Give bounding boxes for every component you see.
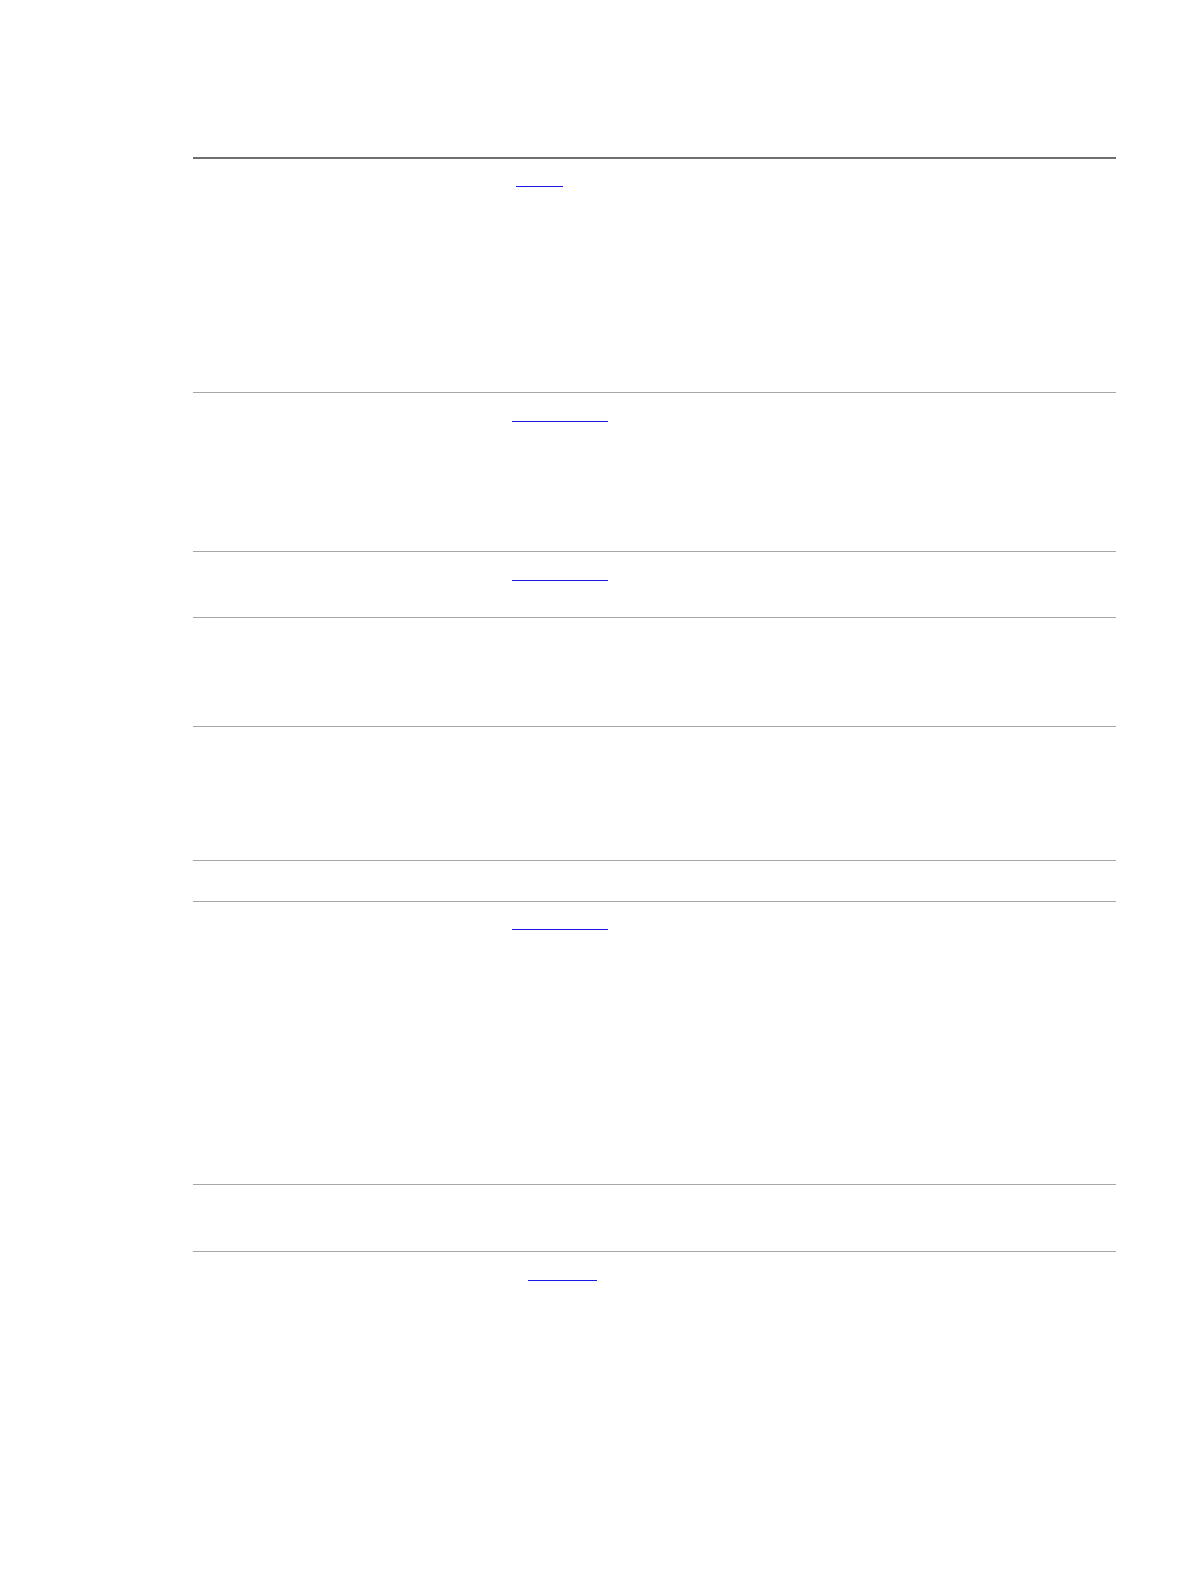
row-separator — [193, 1184, 1116, 1185]
row-separator — [193, 617, 1116, 618]
row-separator — [193, 860, 1116, 861]
row-7-link[interactable] — [512, 929, 608, 930]
row-separator — [193, 1251, 1116, 1252]
row-separator — [193, 392, 1116, 393]
row-9-link[interactable] — [528, 1280, 597, 1281]
table-header-rule — [193, 157, 1116, 159]
row-separator — [193, 726, 1116, 727]
row-2-link[interactable] — [512, 421, 608, 422]
row-separator — [193, 901, 1116, 902]
row-separator — [193, 551, 1116, 552]
row-3-link[interactable] — [512, 580, 608, 581]
row-1-link[interactable] — [516, 186, 563, 187]
